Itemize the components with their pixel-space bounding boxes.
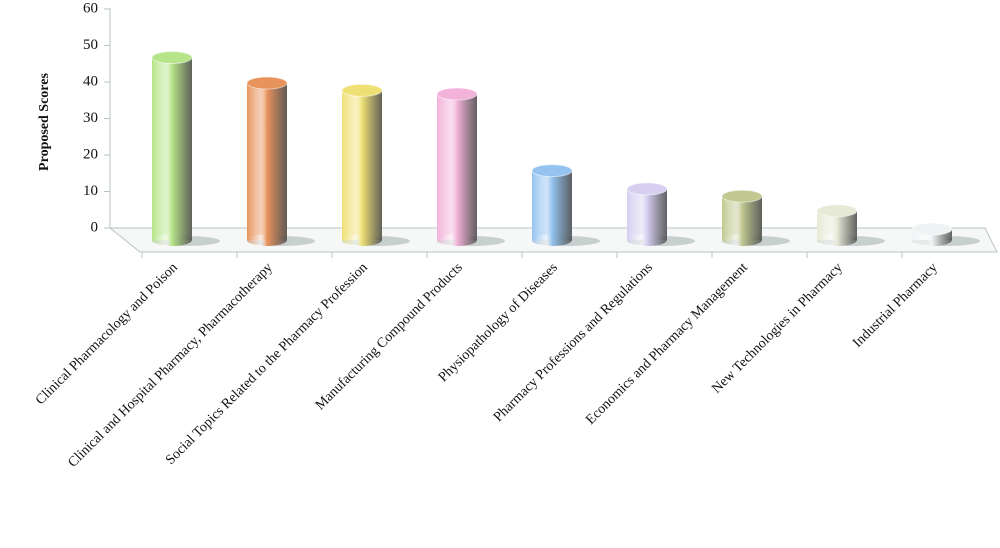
- bar-top: [341, 83, 383, 97]
- bar: [342, 90, 382, 240]
- y-axis-label: Proposed Scores: [37, 73, 52, 171]
- bar-bottom: [532, 234, 572, 246]
- bar-bottom: [722, 234, 762, 246]
- x-tick-label: Social Topics Related to the Pharmacy Pr…: [163, 260, 371, 468]
- x-tick-label: Pharmacy Professions and Regulations: [491, 260, 656, 425]
- y-tick-label: 20: [83, 146, 98, 162]
- bar-bottom: [817, 234, 857, 246]
- bar-top: [911, 222, 953, 236]
- y-tick-label: 30: [83, 110, 98, 126]
- bar-top: [151, 51, 193, 64]
- y-tick-label: 40: [83, 73, 98, 89]
- bar-bottom: [912, 234, 952, 246]
- bar-top: [436, 87, 478, 101]
- x-tick-label: Industrial Pharmacy: [850, 260, 941, 351]
- bar-top: [531, 164, 573, 178]
- y-tick-label: 50: [83, 37, 98, 53]
- bar-bottom: [152, 234, 192, 246]
- bar: [437, 94, 477, 240]
- bar-bottom: [342, 234, 382, 246]
- bar: [722, 196, 762, 240]
- bar-top: [721, 189, 763, 203]
- bar-top: [246, 76, 288, 90]
- bar-top: [626, 182, 668, 196]
- bar: [532, 170, 572, 240]
- bar-top: [816, 204, 858, 218]
- bar: [152, 57, 192, 240]
- bar-bottom: [437, 234, 477, 246]
- y-tick-label: 10: [83, 183, 98, 199]
- bar-bottom: [247, 234, 287, 246]
- y-tick-label: 60: [83, 0, 98, 16]
- bar: [247, 83, 287, 240]
- bar: [627, 188, 667, 240]
- x-tick-label: Clinical and Hospital Pharmacy, Pharmaco…: [65, 260, 275, 470]
- x-tick-label: Economics and Pharmacy Management: [583, 260, 751, 428]
- x-tick-label: Manufacturing Compound Products: [313, 260, 466, 413]
- y-tick-label: 0: [91, 219, 99, 235]
- bar-bottom: [627, 234, 667, 246]
